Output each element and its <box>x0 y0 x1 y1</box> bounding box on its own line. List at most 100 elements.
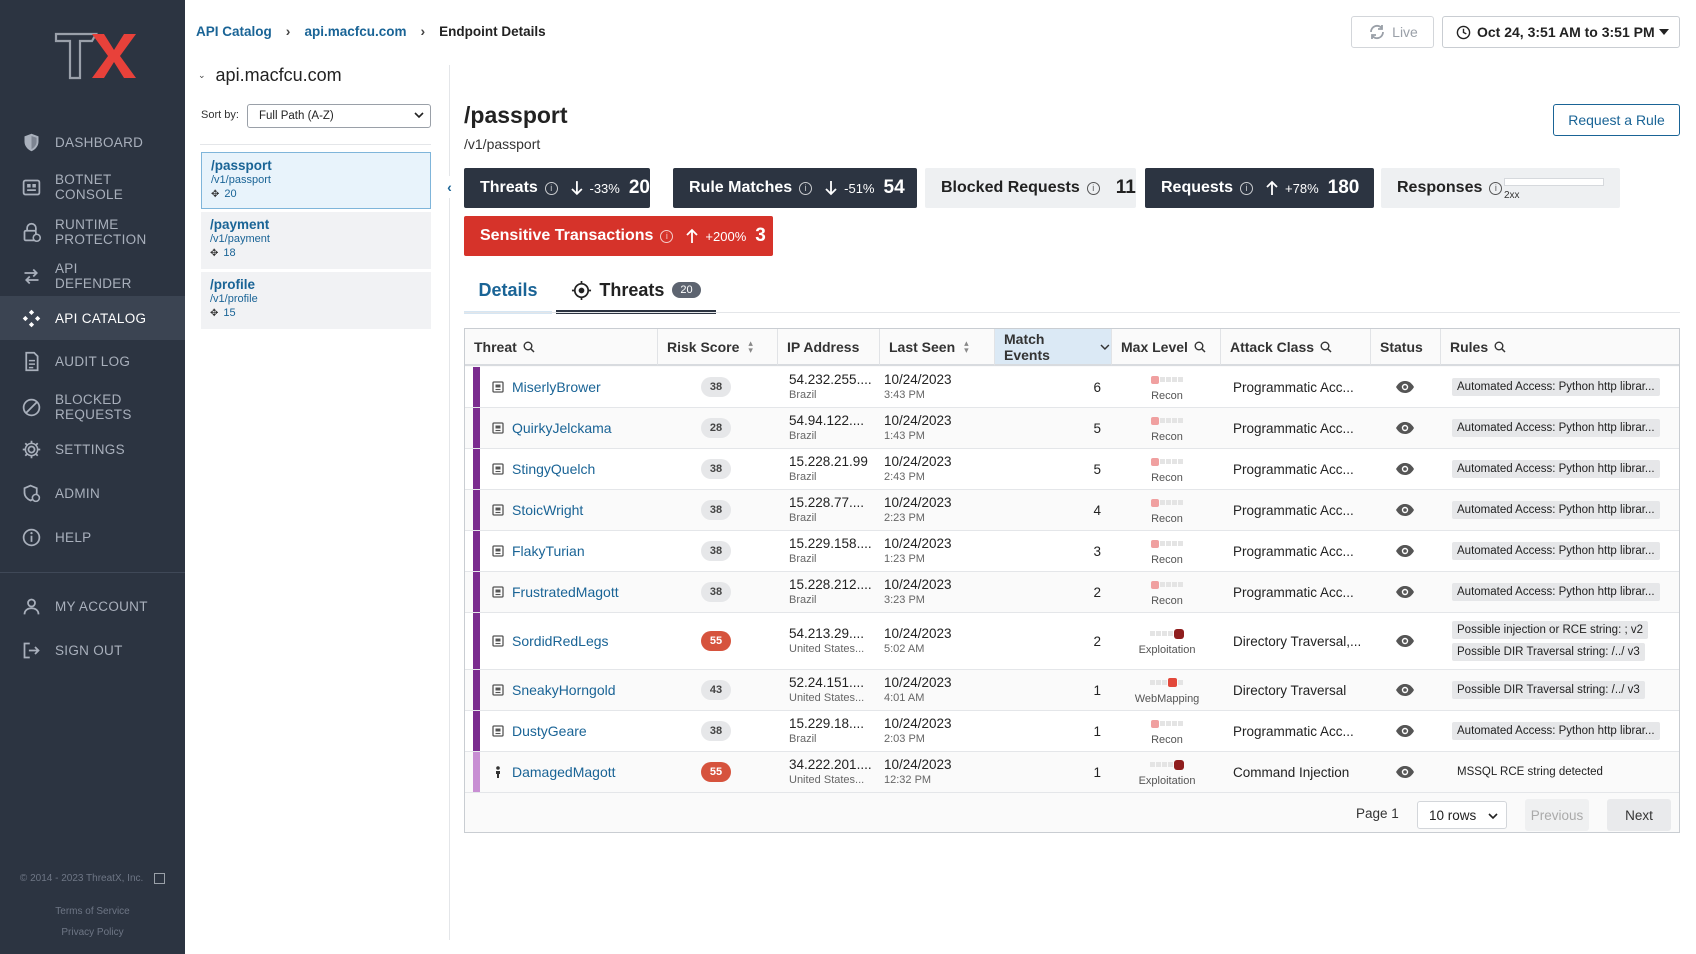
nav-blocked-requests[interactable]: BLOCKED REQUESTS <box>0 385 185 429</box>
external-link-icon[interactable] <box>154 873 166 884</box>
table-row[interactable]: SneakyHorngold 43 52.24.151.... United Stat… <box>465 670 1679 711</box>
threat-name-link[interactable]: FlakyTurian <box>512 543 585 559</box>
threat-name-link[interactable]: SneakyHorngold <box>512 682 616 698</box>
eye-icon[interactable] <box>1395 380 1415 394</box>
tab-threats[interactable]: Threats 20 <box>556 270 716 314</box>
endpoint-item-passport[interactable]: /passport /v1/passport ✥ 20 <box>201 152 431 209</box>
nav-help[interactable]: HELP <box>0 515 185 559</box>
breadcrumb-host[interactable]: api.macfcu.com <box>304 23 407 39</box>
column-header-max-level[interactable]: Max Level <box>1112 329 1221 366</box>
table-row[interactable]: StoicWright 38 15.228.77.... Brazil 10/24/20… <box>465 490 1679 531</box>
table-row[interactable]: DamagedMagott 55 34.222.201.... United Stat… <box>465 752 1679 793</box>
ip-address[interactable]: 54.213.29.... <box>789 626 865 641</box>
threat-name-link[interactable]: MiserlyBrower <box>512 379 601 395</box>
table-row[interactable]: FlakyTurian 38 15.229.158.... Brazil 10/24/2… <box>465 531 1679 572</box>
rule-tag[interactable]: Automated Access: Python http librar... <box>1452 460 1660 478</box>
column-header-ip-address[interactable]: IP Address <box>778 329 880 366</box>
rule-tag[interactable]: Automated Access: Python http librar... <box>1452 542 1660 560</box>
metric-threats[interactable]: Threats i -33% 20 <box>464 168 650 208</box>
previous-page-button[interactable]: Previous <box>1525 799 1589 831</box>
breadcrumb-api-catalog[interactable]: API Catalog <box>196 23 272 39</box>
host-title[interactable]: ⌄ api.macfcu.com <box>198 65 342 86</box>
table-row[interactable]: StingyQuelch 38 15.228.21.99 Brazil 10/24/20… <box>465 449 1679 490</box>
next-page-button[interactable]: Next <box>1607 799 1671 831</box>
threat-name-link[interactable]: StoicWright <box>512 502 584 518</box>
eye-icon[interactable] <box>1395 634 1415 648</box>
info-icon[interactable]: i <box>544 181 558 195</box>
eye-icon[interactable] <box>1395 503 1415 517</box>
eye-icon[interactable] <box>1395 765 1415 779</box>
ip-address[interactable]: 15.229.18.... <box>789 716 865 731</box>
search-icon[interactable] <box>1494 341 1506 353</box>
eye-icon[interactable] <box>1395 585 1415 599</box>
table-row[interactable]: QuirkyJelckama 28 54.94.122.... Brazil 10/24… <box>465 408 1679 449</box>
rule-tag[interactable]: Automated Access: Python http librar... <box>1452 583 1660 601</box>
column-header-last-seen[interactable]: Last Seen ▴ ▾ <box>880 329 995 366</box>
rule-tag[interactable]: Automated Access: Python http librar... <box>1452 419 1660 437</box>
table-row[interactable]: MiserlyBrower 38 54.232.255.... Brazil 10/24… <box>465 367 1679 408</box>
threat-name-link[interactable]: DamagedMagott <box>512 764 616 780</box>
rule-tag[interactable]: Automated Access: Python http librar... <box>1452 722 1660 740</box>
ip-address[interactable]: 15.228.212.... <box>789 577 872 592</box>
table-row[interactable]: SordidRedLegs 55 54.213.29.... United State… <box>465 613 1679 670</box>
live-button[interactable]: Live <box>1351 16 1434 48</box>
sort-select[interactable]: Full Path (A-Z) <box>247 104 431 128</box>
nav-audit-log[interactable]: AUDIT LOG <box>0 339 185 383</box>
endpoint-item-payment[interactable]: /payment /v1/payment ✥ 18 <box>201 212 431 269</box>
ip-address[interactable]: 52.24.151.... <box>789 675 865 690</box>
ip-address[interactable]: 15.228.77.... <box>789 495 865 510</box>
column-header-threat[interactable]: Threat <box>465 329 658 366</box>
column-header-rules[interactable]: Rules <box>1441 329 1679 366</box>
column-header-status[interactable]: Status <box>1371 329 1441 366</box>
threat-name-link[interactable]: StingyQuelch <box>512 461 596 477</box>
ip-address[interactable]: 34.222.201.... <box>789 757 872 772</box>
metric-requests[interactable]: Requests i +78% 180 <box>1145 168 1374 208</box>
nav-settings[interactable]: SETTINGS <box>0 427 185 471</box>
date-range-picker[interactable]: Oct 24, 3:51 AM to 3:51 PM <box>1442 16 1680 48</box>
metric-blocked-requests[interactable]: Blocked Requests i 11 <box>925 168 1136 208</box>
search-icon[interactable] <box>1194 341 1206 353</box>
rule-tag[interactable]: MSSQL RCE string detected <box>1457 766 1603 778</box>
info-icon[interactable]: i <box>1489 181 1503 195</box>
threat-name-link[interactable]: SordidRedLegs <box>512 633 609 649</box>
ip-address[interactable]: 54.94.122.... <box>789 413 865 428</box>
nav-runtime-protection[interactable]: RUNTIME PROTECTION <box>0 210 185 254</box>
nav-botnet-console[interactable]: BOTNET CONSOLE <box>0 165 185 209</box>
collapse-panel-button[interactable]: ‹ <box>441 176 458 198</box>
rule-tag[interactable]: Possible DIR Traversal string: /../ v3 <box>1452 643 1645 661</box>
eye-icon[interactable] <box>1395 421 1415 435</box>
nav-sign-out[interactable]: SIGN OUT <box>0 628 185 672</box>
nav-admin[interactable]: ADMIN <box>0 471 185 515</box>
rule-tag[interactable]: Possible DIR Traversal string: /../ v3 <box>1452 681 1645 699</box>
info-icon[interactable]: i <box>660 229 674 243</box>
endpoint-item-profile[interactable]: /profile /v1/profile ✥ 15 <box>201 272 431 329</box>
nav-my-account[interactable]: MY ACCOUNT <box>0 584 185 628</box>
threatx-logo[interactable] <box>52 28 136 82</box>
rows-per-page-select[interactable]: 10 rows <box>1417 801 1507 829</box>
column-header-risk-score[interactable]: Risk Score ▴ ▾ <box>658 329 778 366</box>
nav-dashboard[interactable]: DASHBOARD <box>0 120 185 164</box>
metric-responses[interactable]: Responses i <box>1381 168 1620 208</box>
rule-tag[interactable]: Possible injection or RCE string: ; v2 <box>1452 621 1648 639</box>
column-header-attack-class[interactable]: Attack Class <box>1221 329 1371 366</box>
table-row[interactable]: DustyGeare 38 15.229.18.... Brazil 10/24/202… <box>465 711 1679 752</box>
threat-name-link[interactable]: DustyGeare <box>512 723 587 739</box>
eye-icon[interactable] <box>1395 683 1415 697</box>
ip-address[interactable]: 54.232.255.... <box>789 372 872 387</box>
eye-icon[interactable] <box>1395 544 1415 558</box>
privacy-link[interactable]: Privacy Policy <box>61 927 124 938</box>
metric-sensitive-transactions[interactable]: Sensitive Transactions i +200% 3 <box>464 216 773 256</box>
terms-link[interactable]: Terms of Service <box>55 906 130 917</box>
nav-api-defender[interactable]: API DEFENDER <box>0 254 185 298</box>
nav-api-catalog[interactable]: API CATALOG <box>0 296 185 340</box>
rule-tag[interactable]: Automated Access: Python http librar... <box>1452 378 1660 396</box>
threat-name-link[interactable]: QuirkyJelckama <box>512 420 612 436</box>
info-icon[interactable]: i <box>1086 181 1100 195</box>
column-header-match-events[interactable]: Match Events <box>995 329 1112 366</box>
request-rule-button[interactable]: Request a Rule <box>1553 104 1680 136</box>
tab-details[interactable]: Details <box>464 270 552 314</box>
eye-icon[interactable] <box>1395 724 1415 738</box>
search-icon[interactable] <box>1320 341 1332 353</box>
search-icon[interactable] <box>523 341 535 353</box>
threat-name-link[interactable]: FrustratedMagott <box>512 584 619 600</box>
